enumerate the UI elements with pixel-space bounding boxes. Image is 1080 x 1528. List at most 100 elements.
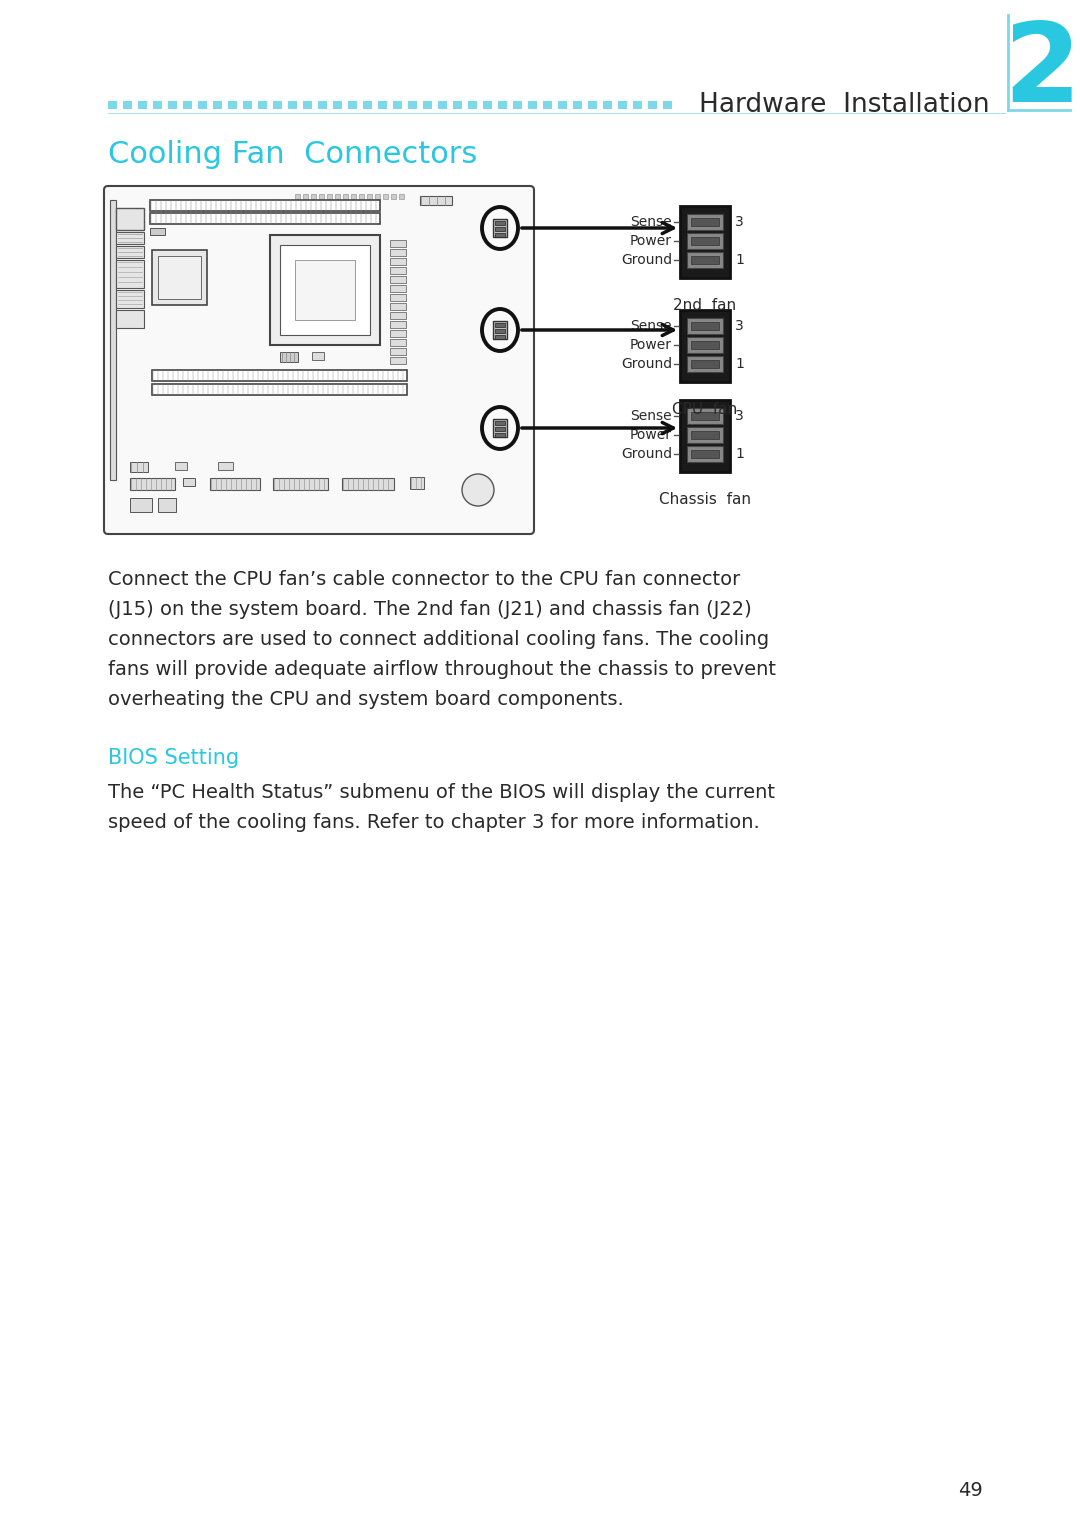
Bar xyxy=(116,290,144,309)
Text: The “PC Health Status” submenu of the BIOS will display the current: The “PC Health Status” submenu of the BI… xyxy=(108,782,775,802)
Bar xyxy=(363,101,372,108)
Bar xyxy=(691,219,719,226)
Bar xyxy=(691,341,719,348)
Text: 1: 1 xyxy=(735,448,744,461)
Bar xyxy=(152,251,207,306)
Text: CPU  fan: CPU fan xyxy=(673,402,738,417)
Bar xyxy=(110,200,116,480)
Bar xyxy=(680,310,730,382)
Bar xyxy=(303,101,312,108)
Bar xyxy=(687,318,723,335)
Bar xyxy=(312,351,324,361)
Text: 1: 1 xyxy=(735,358,744,371)
Text: 3: 3 xyxy=(735,410,744,423)
Bar xyxy=(158,498,176,512)
Bar xyxy=(687,356,723,371)
Bar xyxy=(573,101,582,108)
Bar xyxy=(390,358,406,364)
Bar xyxy=(691,237,719,244)
Bar xyxy=(138,101,147,108)
Bar xyxy=(158,257,201,299)
Text: 2nd  fan: 2nd fan xyxy=(674,298,737,313)
Bar xyxy=(453,101,462,108)
Bar xyxy=(390,339,406,345)
Text: Power: Power xyxy=(630,234,672,248)
Bar xyxy=(343,194,348,199)
Bar xyxy=(390,312,406,319)
Bar xyxy=(150,200,380,211)
Bar xyxy=(390,303,406,310)
Bar xyxy=(116,310,144,329)
Bar xyxy=(393,101,402,108)
Bar xyxy=(311,194,316,199)
Bar xyxy=(687,426,723,443)
Bar xyxy=(258,101,267,108)
Text: Ground: Ground xyxy=(621,448,672,461)
Bar xyxy=(680,206,730,278)
Text: Sense: Sense xyxy=(631,215,672,229)
Bar xyxy=(183,101,192,108)
Bar xyxy=(691,361,719,368)
Bar xyxy=(335,194,340,199)
Bar xyxy=(175,461,187,471)
Bar xyxy=(492,419,507,437)
Bar xyxy=(468,101,477,108)
Text: 3: 3 xyxy=(735,319,744,333)
Text: 1: 1 xyxy=(735,254,744,267)
Bar xyxy=(273,101,282,108)
Bar xyxy=(687,446,723,461)
Text: Ground: Ground xyxy=(621,254,672,267)
Bar xyxy=(483,101,492,108)
Bar xyxy=(318,101,327,108)
Bar xyxy=(420,196,453,205)
Bar xyxy=(270,235,380,345)
Bar xyxy=(390,277,406,283)
Bar xyxy=(390,321,406,329)
Bar xyxy=(153,101,162,108)
Bar xyxy=(438,101,447,108)
Bar xyxy=(495,335,505,339)
Bar xyxy=(303,194,308,199)
Text: Connect the CPU fan’s cable connector to the CPU fan connector: Connect the CPU fan’s cable connector to… xyxy=(108,570,740,588)
Bar xyxy=(390,286,406,292)
Bar xyxy=(390,293,406,301)
Text: Hardware  Installation: Hardware Installation xyxy=(700,92,990,118)
Bar xyxy=(348,101,357,108)
Bar xyxy=(319,194,324,199)
Bar xyxy=(116,232,144,244)
Bar xyxy=(130,461,148,472)
Bar xyxy=(327,194,332,199)
Bar xyxy=(618,101,627,108)
Bar xyxy=(691,451,719,458)
Bar xyxy=(498,101,507,108)
Text: speed of the cooling fans. Refer to chapter 3 for more information.: speed of the cooling fans. Refer to chap… xyxy=(108,813,759,833)
Bar xyxy=(333,101,342,108)
Text: Cooling Fan  Connectors: Cooling Fan Connectors xyxy=(108,141,477,170)
Bar xyxy=(390,348,406,354)
Bar xyxy=(663,101,672,108)
Text: connectors are used to connect additional cooling fans. The cooling: connectors are used to connect additiona… xyxy=(108,630,769,649)
Bar xyxy=(152,384,407,396)
Bar xyxy=(210,478,260,490)
Bar xyxy=(495,432,505,437)
Bar xyxy=(687,214,723,231)
Text: Power: Power xyxy=(630,338,672,351)
Bar xyxy=(543,101,552,108)
Bar xyxy=(375,194,380,199)
Bar xyxy=(378,101,387,108)
Bar xyxy=(168,101,177,108)
Bar xyxy=(495,228,505,231)
Bar xyxy=(691,431,719,439)
Bar xyxy=(108,101,117,108)
Bar xyxy=(390,330,406,338)
Bar xyxy=(399,194,404,199)
Bar xyxy=(492,321,507,339)
Bar xyxy=(390,249,406,257)
Bar xyxy=(528,101,537,108)
Bar xyxy=(687,408,723,423)
Bar xyxy=(687,252,723,267)
Text: Ground: Ground xyxy=(621,358,672,371)
Bar xyxy=(633,101,642,108)
Text: overheating the CPU and system board components.: overheating the CPU and system board com… xyxy=(108,691,624,709)
Circle shape xyxy=(462,474,494,506)
